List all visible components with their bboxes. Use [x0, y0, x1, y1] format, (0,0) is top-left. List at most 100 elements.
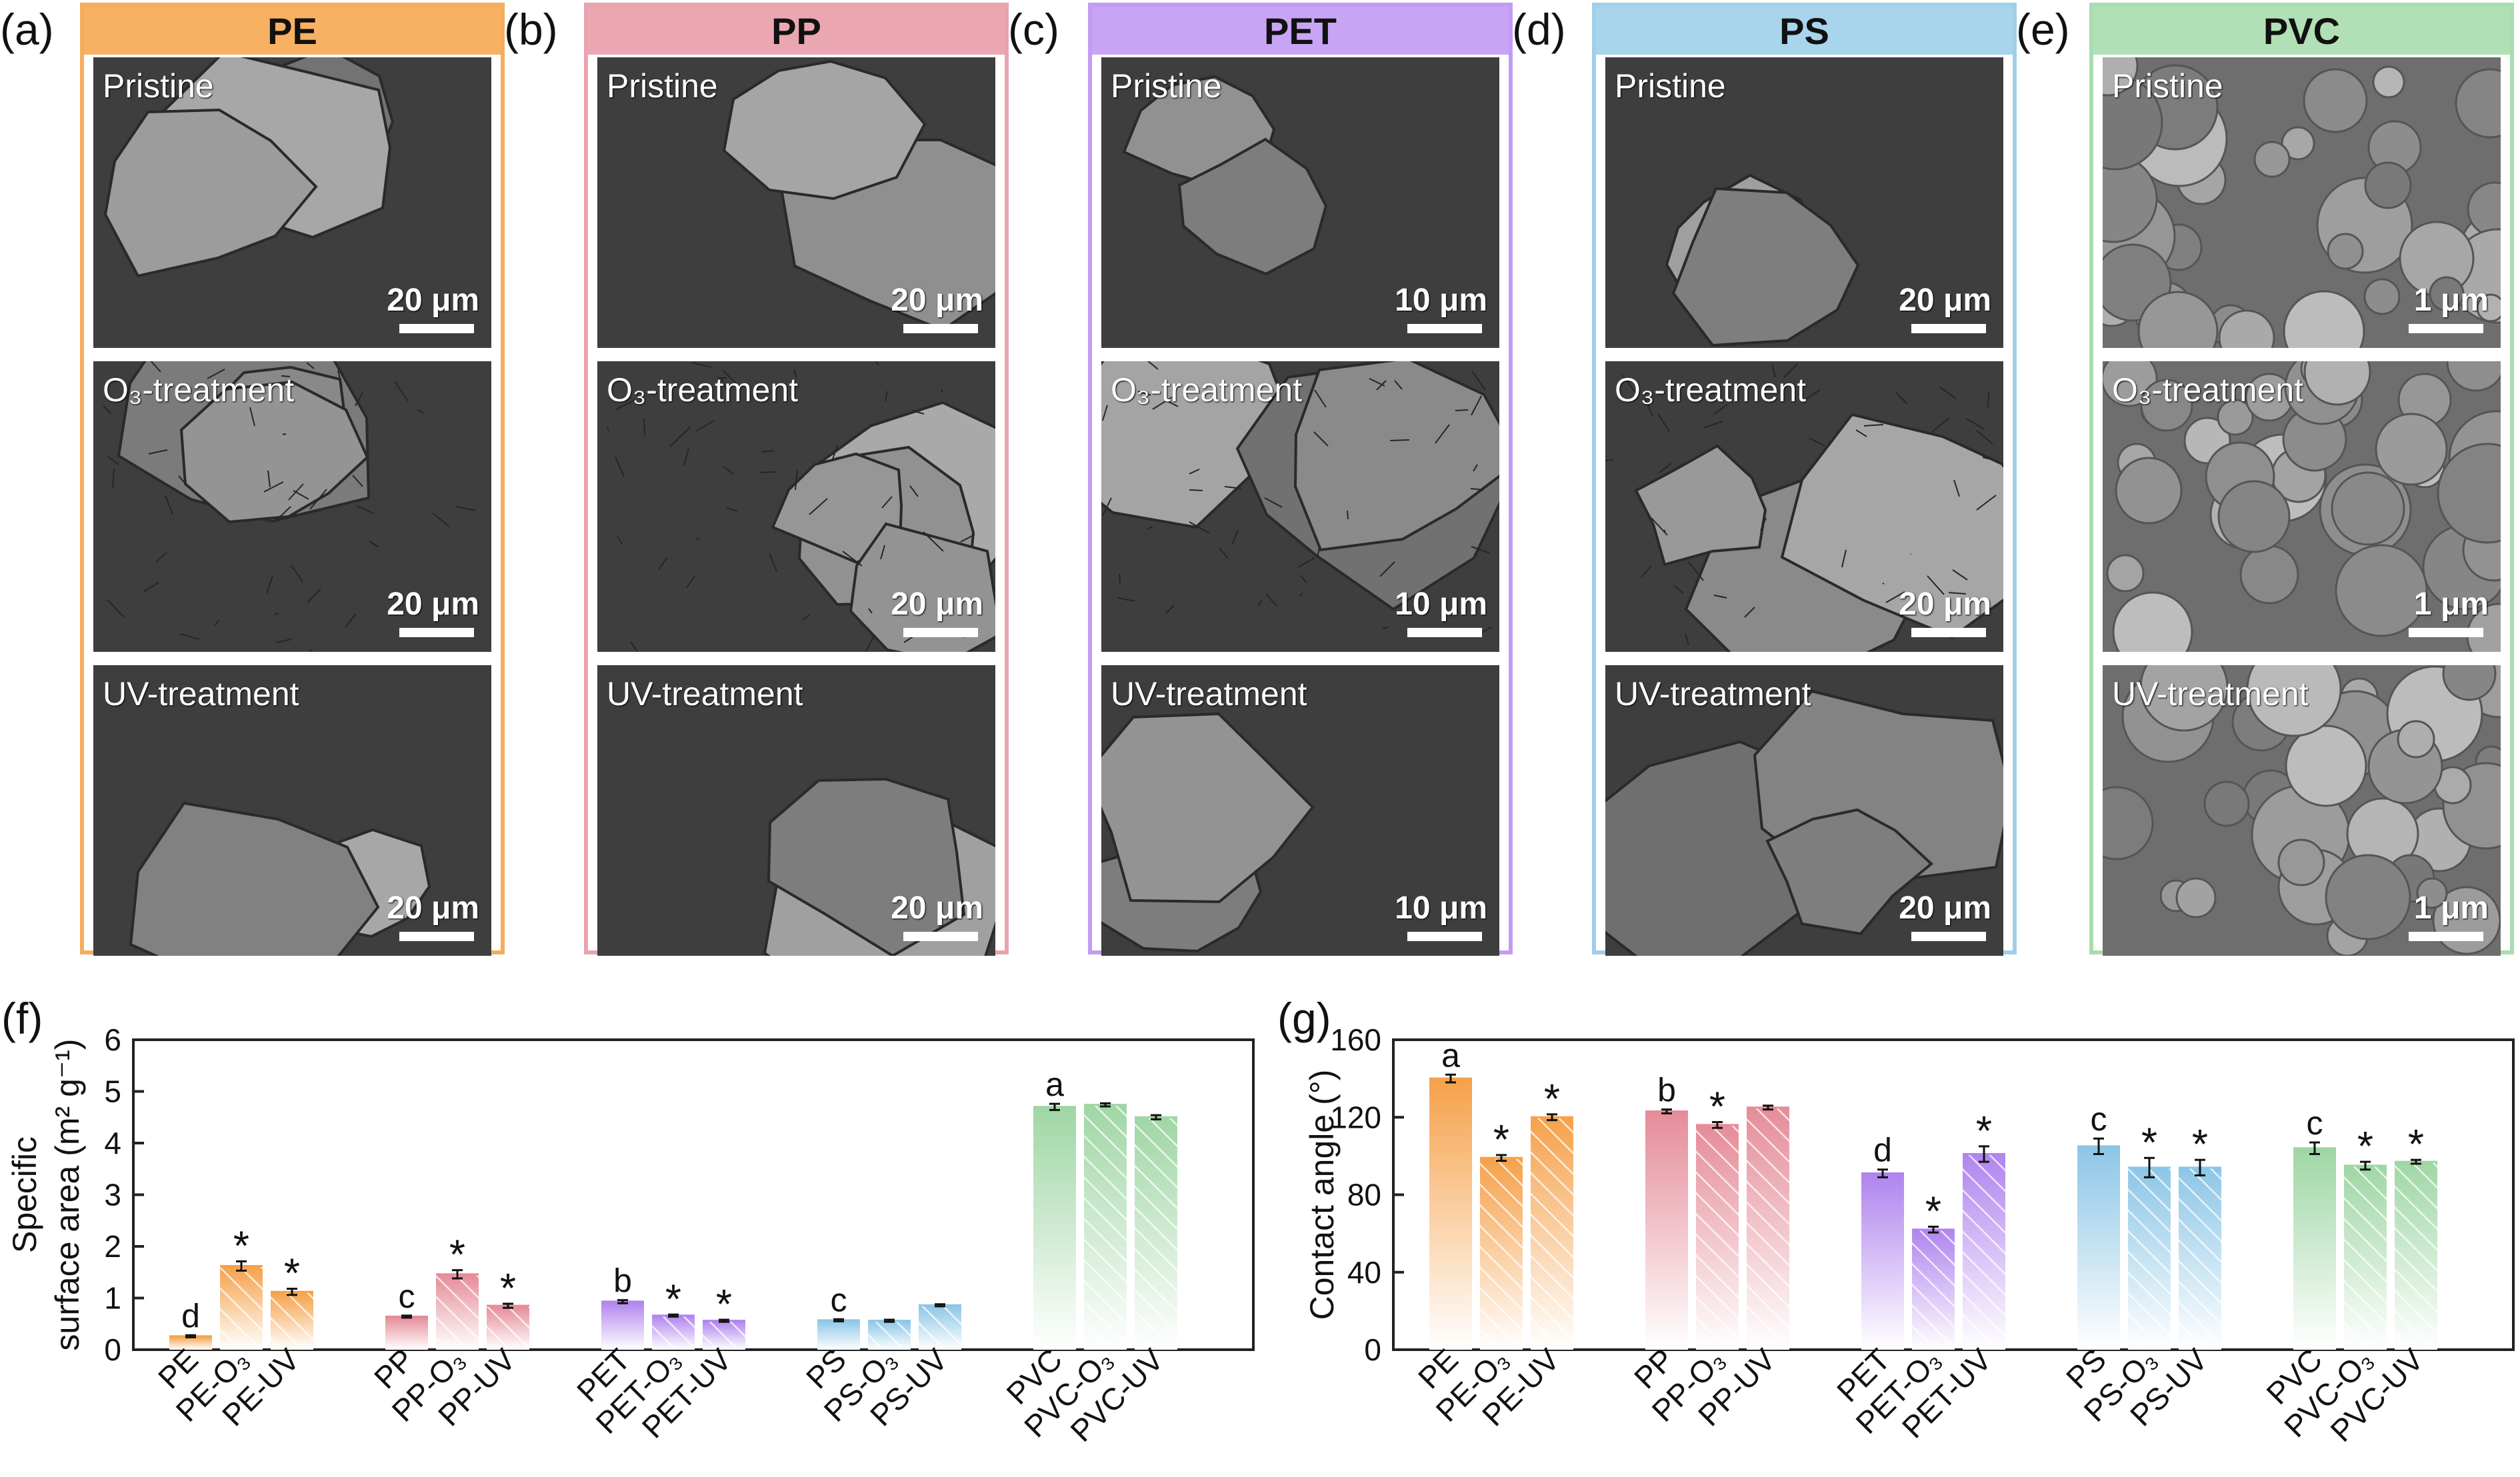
microsphere — [2303, 361, 2371, 406]
scale-bar — [1407, 932, 1482, 941]
surface-crack — [281, 375, 291, 377]
scale-bar — [1911, 324, 1986, 333]
surface-crack — [214, 620, 219, 626]
panel-label-pp: (b) — [504, 5, 558, 54]
microsphere — [2325, 854, 2411, 940]
surface-crack — [1783, 363, 1798, 378]
surface-crack — [802, 614, 811, 621]
surface-crack — [1760, 517, 1767, 531]
sem-micrograph: UV-treatment 1 μm — [2103, 665, 2501, 956]
surface-area-bar-hatch — [919, 1305, 961, 1350]
surface-crack — [1659, 463, 1672, 473]
microsphere — [2103, 57, 2139, 97]
scale-bar — [2409, 628, 2483, 637]
surface-area-ytick-label: 1 — [104, 1281, 121, 1316]
scale-bar-label: 20 μm — [1899, 587, 1991, 622]
micrograph-texture — [1605, 665, 2003, 956]
microsphere — [2106, 554, 2145, 593]
particle — [1177, 137, 1328, 276]
surface-area-bar-hatch — [487, 1306, 529, 1350]
surface-area-ytick-label: 0 — [104, 1332, 121, 1367]
surface-crack — [112, 468, 115, 489]
surface-crack — [1771, 364, 1776, 378]
surface-crack — [1863, 424, 1884, 427]
micrograph-texture — [1101, 361, 1499, 652]
surface-crack — [881, 496, 893, 509]
microsphere — [2103, 786, 2154, 860]
surface-crack — [865, 637, 874, 652]
surface-crack — [1744, 607, 1755, 618]
polymer-header: PET — [1092, 7, 1509, 55]
surface-crack — [1809, 437, 1825, 447]
scale-bar — [399, 932, 474, 941]
surface-area-ytick-label: 3 — [104, 1178, 121, 1212]
surface-crack — [695, 538, 700, 541]
surface-crack — [1455, 409, 1469, 411]
surface-crack — [309, 649, 313, 652]
surface-area-significance-mark: a — [1045, 1066, 1064, 1103]
surface-crack — [1952, 569, 1968, 581]
microsphere — [2175, 877, 2217, 918]
contact-angle-ytick-label: 0 — [1364, 1332, 1381, 1367]
sem-micrograph: UV-treatment 20 μm — [597, 665, 995, 956]
sem-micrograph: O₃-treatment 10 μm — [1101, 361, 1499, 652]
treatment-label: O₃-treatment — [103, 371, 295, 409]
surface-crack — [617, 536, 623, 545]
contact-angle-bar — [1429, 1078, 1472, 1350]
surface-crack — [885, 391, 888, 402]
surface-crack — [282, 433, 287, 435]
surface-crack — [658, 557, 668, 570]
scale-bar-label: 20 μm — [387, 283, 479, 318]
contact-angle-significance-mark: * — [1925, 1188, 1941, 1234]
particle — [129, 801, 380, 956]
particle — [103, 108, 318, 278]
surface-crack — [960, 534, 975, 543]
contact-angle-bar-hatch — [1480, 1158, 1523, 1350]
surface-crack — [1685, 633, 1689, 645]
surface-crack — [1147, 526, 1153, 530]
surface-area-bar-hatch — [436, 1274, 479, 1350]
contact-angle-significance-mark: * — [2357, 1124, 2373, 1170]
surface-crack — [795, 470, 798, 491]
surface-crack — [179, 633, 200, 640]
surface-crack — [1314, 389, 1327, 408]
sem-column-pp: PP Pristine 20 μm O₃-treatment 20 μm UV-treat… — [584, 3, 1009, 956]
surface-crack — [369, 541, 379, 548]
scale-bar — [2409, 324, 2483, 333]
surface-crack — [1379, 561, 1395, 577]
panel-label-pe: (a) — [0, 5, 54, 54]
contact-angle-ytick-label: 80 — [1347, 1178, 1381, 1212]
particle — [179, 380, 369, 524]
scale-bar — [903, 932, 978, 941]
scale-bar-label: 10 μm — [1395, 283, 1487, 318]
surface-crack — [1165, 399, 1179, 407]
contact-angle-significance-mark: * — [1709, 1084, 1725, 1130]
surface-crack — [291, 565, 303, 583]
surface-crack — [1605, 459, 1614, 462]
surface-area-significance-mark: * — [500, 1266, 516, 1312]
surface-crack — [103, 405, 112, 415]
surface-crack — [150, 361, 161, 373]
microsphere — [2331, 471, 2405, 546]
microsphere — [2285, 725, 2367, 807]
particle — [1765, 808, 1934, 936]
surface-crack — [267, 470, 271, 488]
surface-crack — [1224, 486, 1242, 489]
surface-crack — [1927, 575, 1945, 595]
surface-area-bar — [1033, 1106, 1076, 1350]
surface-crack — [1982, 457, 1991, 460]
microsphere — [2246, 665, 2342, 737]
contact-angle-ytick-label: 160 — [1330, 1022, 1381, 1057]
microsphere — [2416, 877, 2448, 909]
surface-crack — [606, 427, 610, 432]
micrograph-texture — [2103, 57, 2501, 348]
polymer-header: PP — [588, 7, 1005, 55]
micrograph-texture — [597, 665, 995, 956]
surface-crack — [726, 507, 738, 512]
surface-crack — [1189, 521, 1210, 534]
scale-bar — [399, 628, 474, 637]
surface-crack — [165, 495, 173, 515]
scale-bar — [1911, 932, 1986, 941]
surface-crack — [249, 407, 255, 427]
surface-crack — [417, 409, 425, 414]
